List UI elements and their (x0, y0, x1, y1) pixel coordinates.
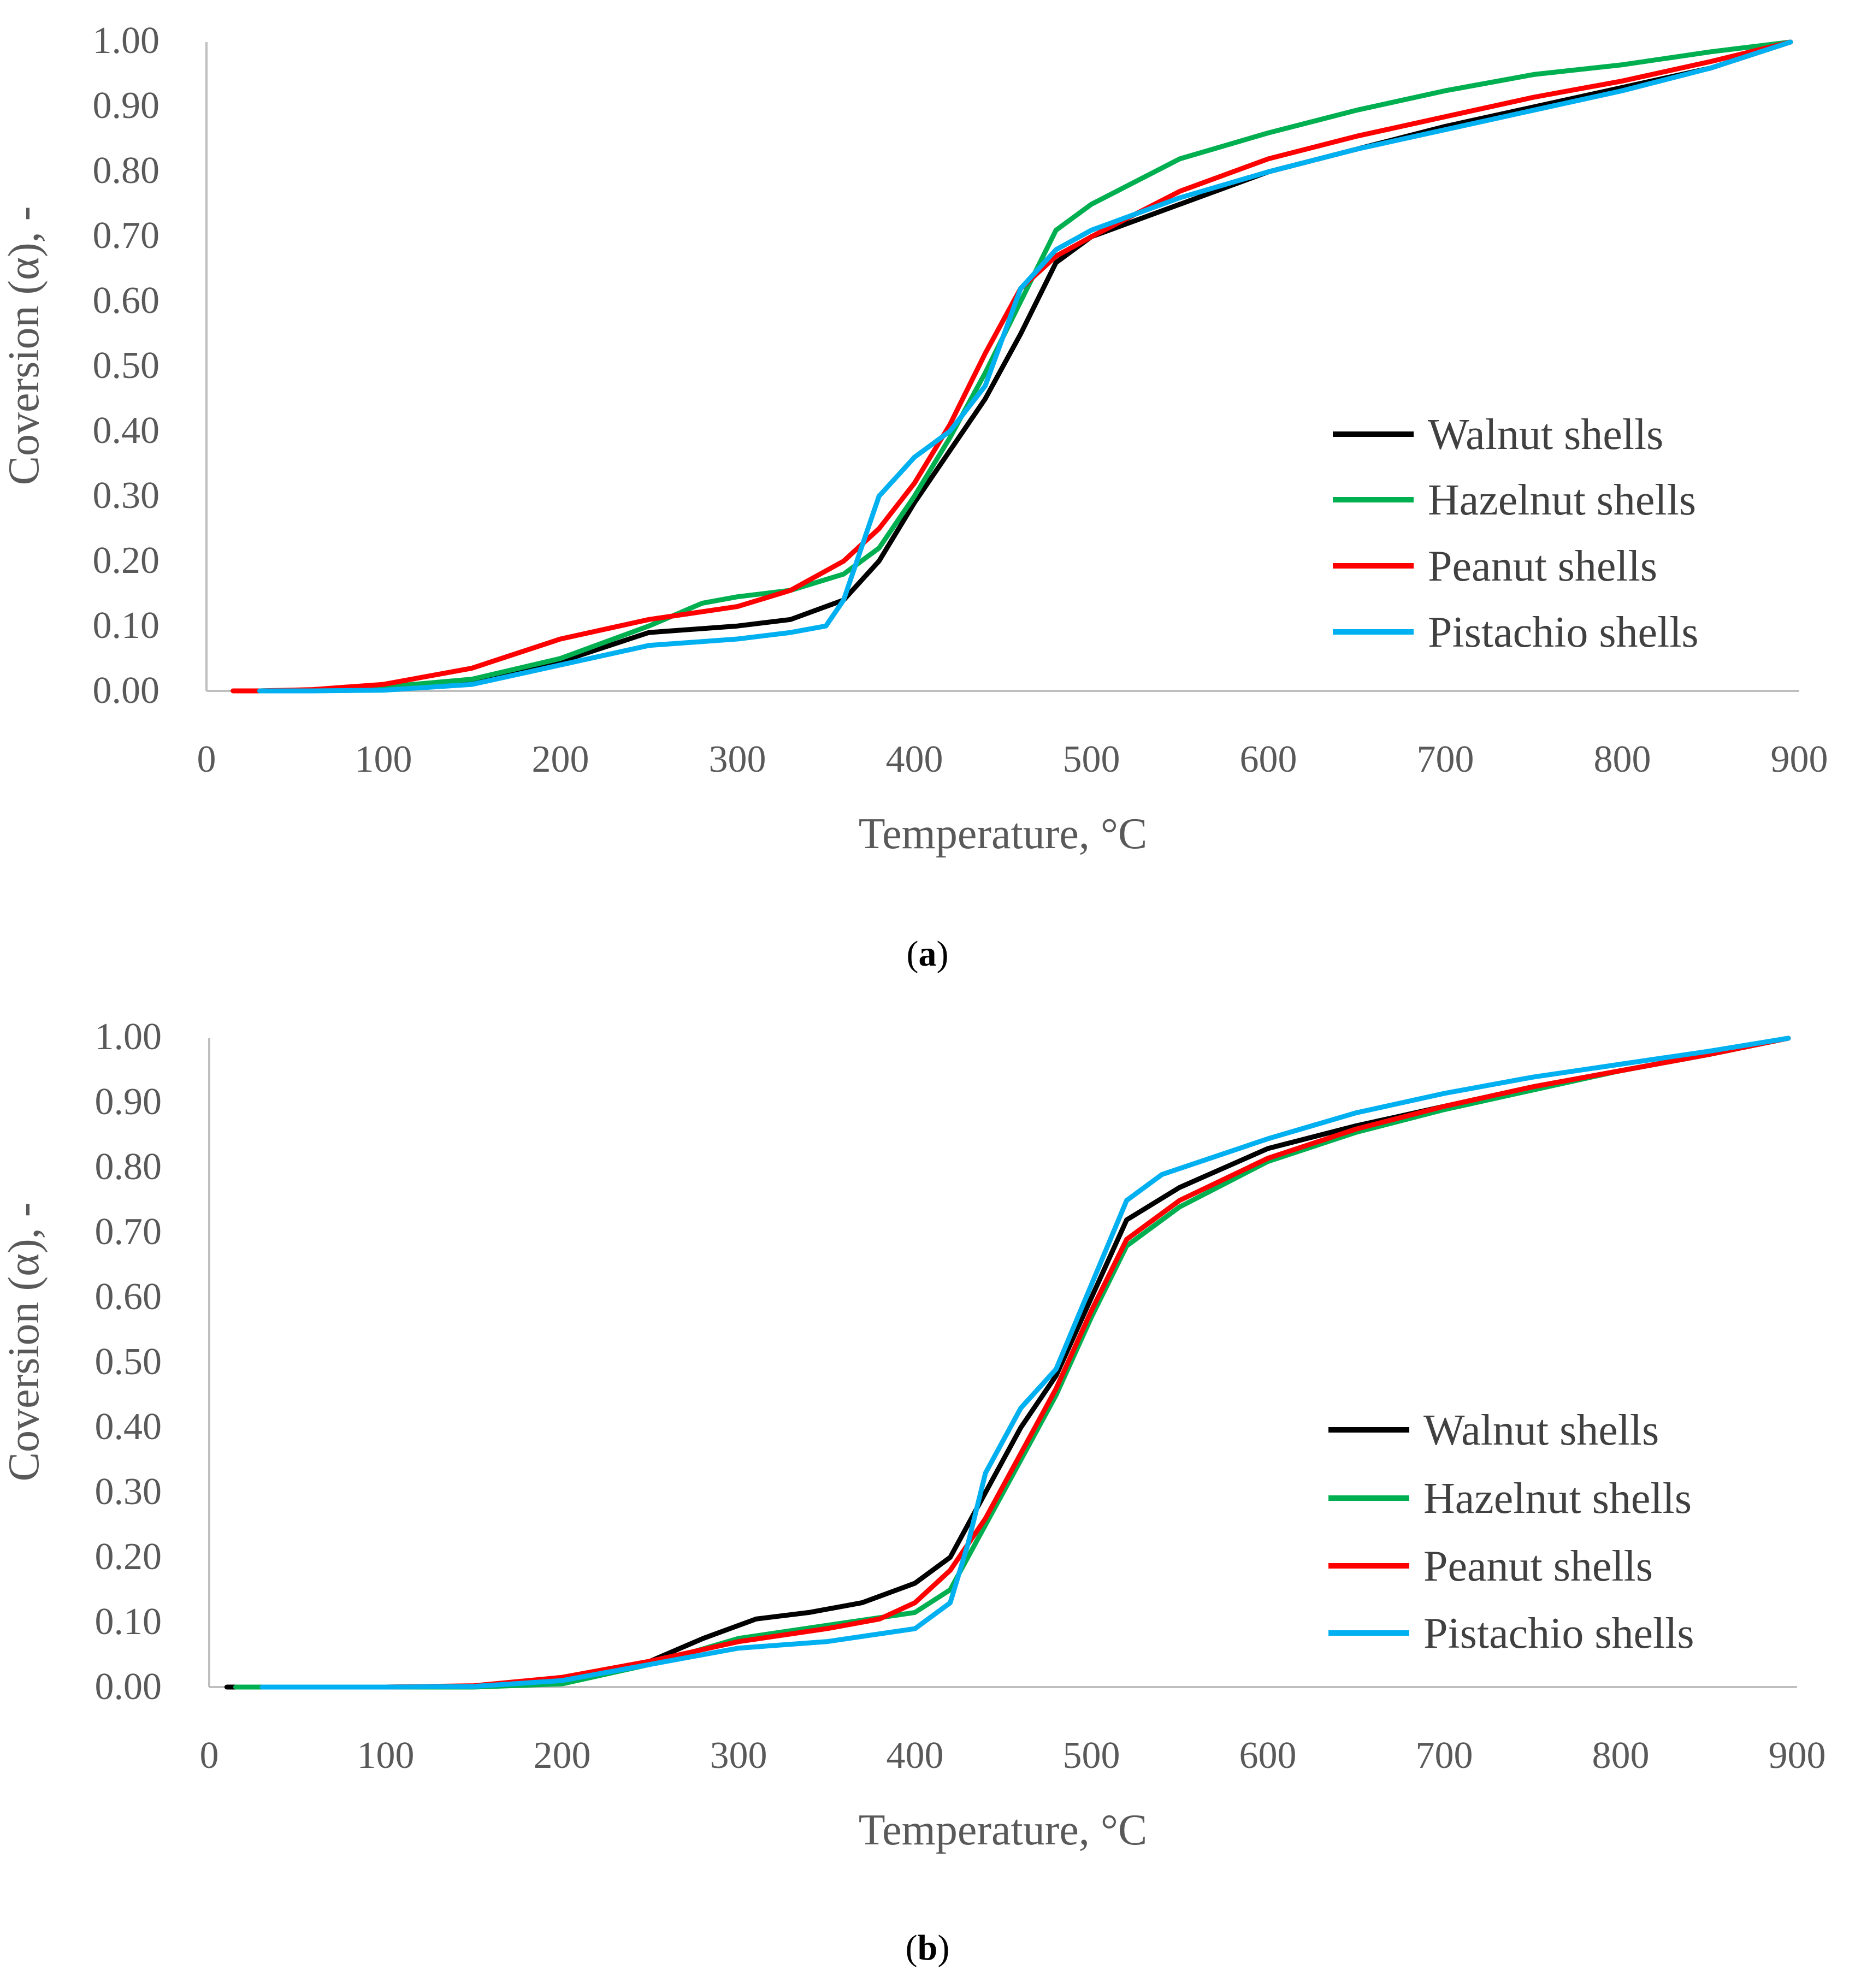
x-tick-label: 800 (1592, 1735, 1650, 1777)
x-tick-label: 300 (710, 1735, 767, 1777)
legend-label-walnut-shells: Walnut shells (1423, 1406, 1659, 1454)
x-tick-label: 200 (532, 738, 589, 780)
x-axis-title-a: Temperature, °C (859, 810, 1147, 858)
panel-label-b: (b) (906, 1928, 950, 1968)
x-tick-label: 200 (534, 1735, 591, 1777)
legend-b: Walnut shells Hazelnut shells Peanut she… (1328, 1406, 1694, 1658)
legend-label-pistachio-shells: Pistachio shells (1423, 1610, 1694, 1658)
x-tick-labels-a: 0 100 200 300 400 500 600 700 800 900 (197, 738, 1828, 780)
y-tick-label: 0.40 (95, 1406, 162, 1448)
x-tick-label: 700 (1417, 738, 1474, 780)
legend-label-walnut-shells: Walnut shells (1428, 411, 1663, 459)
y-tick-label: 1.00 (93, 20, 160, 62)
y-tick-label: 0.60 (95, 1276, 162, 1318)
y-tick-label: 0.50 (93, 345, 160, 387)
series-line-peanut-shells (231, 39, 1793, 694)
x-axis-title-b: Temperature, °C (859, 1806, 1147, 1854)
legend-label-peanut-shells: Peanut shells (1428, 542, 1657, 590)
y-tick-label: 0.20 (95, 1536, 162, 1578)
y-tick-label: 0.30 (93, 475, 160, 517)
y-tick-label: 0.00 (93, 670, 160, 712)
x-tick-label: 600 (1240, 738, 1297, 780)
chart-panel-b: Coversion (α), - 0.00 0.10 0.20 0.30 0.4… (0, 1016, 1826, 1854)
x-tick-label: 600 (1239, 1735, 1297, 1777)
x-tick-label: 800 (1594, 738, 1651, 780)
series-lines-a (231, 39, 1793, 694)
x-tick-labels-b: 0 100 200 300 400 500 600 700 800 900 (200, 1735, 1826, 1777)
x-tick-label: 100 (355, 738, 412, 780)
y-axis-title-a: Coversion (α), - (0, 206, 48, 486)
x-tick-label: 400 (887, 1735, 944, 1777)
x-tick-label: 500 (1063, 738, 1120, 780)
y-tick-label: 0.30 (95, 1471, 162, 1513)
x-tick-label: 300 (709, 738, 766, 780)
y-tick-label: 0.70 (93, 215, 160, 257)
x-tick-label: 900 (1769, 1735, 1826, 1777)
y-tick-label: 0.80 (93, 150, 160, 192)
x-tick-label: 500 (1063, 1735, 1120, 1777)
series-line-peanut-shells (259, 1036, 1791, 1690)
y-tick-label: 0.10 (93, 605, 160, 647)
series-line-pistachio-shells (257, 39, 1793, 694)
y-tick-label: 0.60 (93, 280, 160, 322)
y-tick-label: 0.90 (93, 85, 160, 127)
x-tick-label: 900 (1771, 738, 1828, 780)
legend-label-pistachio-shells: Pistachio shells (1428, 608, 1699, 656)
y-tick-labels-b: 0.00 0.10 0.20 0.30 0.40 0.50 0.60 0.70 … (95, 1016, 162, 1708)
panel-label-a: (a) (907, 934, 949, 974)
series-line-walnut-shells (257, 39, 1793, 694)
x-tick-label: 400 (886, 738, 943, 780)
y-tick-label: 0.80 (95, 1146, 162, 1188)
x-tick-label: 0 (200, 1735, 219, 1777)
y-tick-label: 0.50 (95, 1341, 162, 1383)
x-tick-label: 700 (1416, 1735, 1473, 1777)
x-tick-label: 0 (197, 738, 216, 780)
x-tick-label: 100 (357, 1735, 415, 1777)
y-tick-labels-a: 0.00 0.10 0.20 0.30 0.40 0.50 0.60 0.70 … (93, 20, 160, 712)
series-line-hazelnut-shells (257, 39, 1793, 694)
legend-label-hazelnut-shells: Hazelnut shells (1423, 1475, 1692, 1523)
y-tick-label: 0.20 (93, 540, 160, 582)
legend-label-hazelnut-shells: Hazelnut shells (1428, 476, 1696, 524)
legend-a: Walnut shells Hazelnut shells Peanut she… (1333, 411, 1699, 656)
y-tick-label: 1.00 (95, 1016, 162, 1058)
series-line-pistachio-shells (259, 1036, 1791, 1690)
y-tick-label: 0.40 (93, 410, 160, 452)
y-axis-title-b: Coversion (α), - (0, 1203, 48, 1482)
chart-panel-a: Coversion (α), - 0.00 0.10 0.20 0.30 0.4… (0, 20, 1828, 858)
y-tick-label: 0.90 (95, 1081, 162, 1123)
y-tick-label: 0.70 (95, 1211, 162, 1253)
legend-label-peanut-shells: Peanut shells (1423, 1542, 1653, 1590)
y-tick-label: 0.10 (95, 1601, 162, 1643)
y-tick-label: 0.00 (95, 1666, 162, 1708)
series-lines-b (224, 1036, 1791, 1690)
